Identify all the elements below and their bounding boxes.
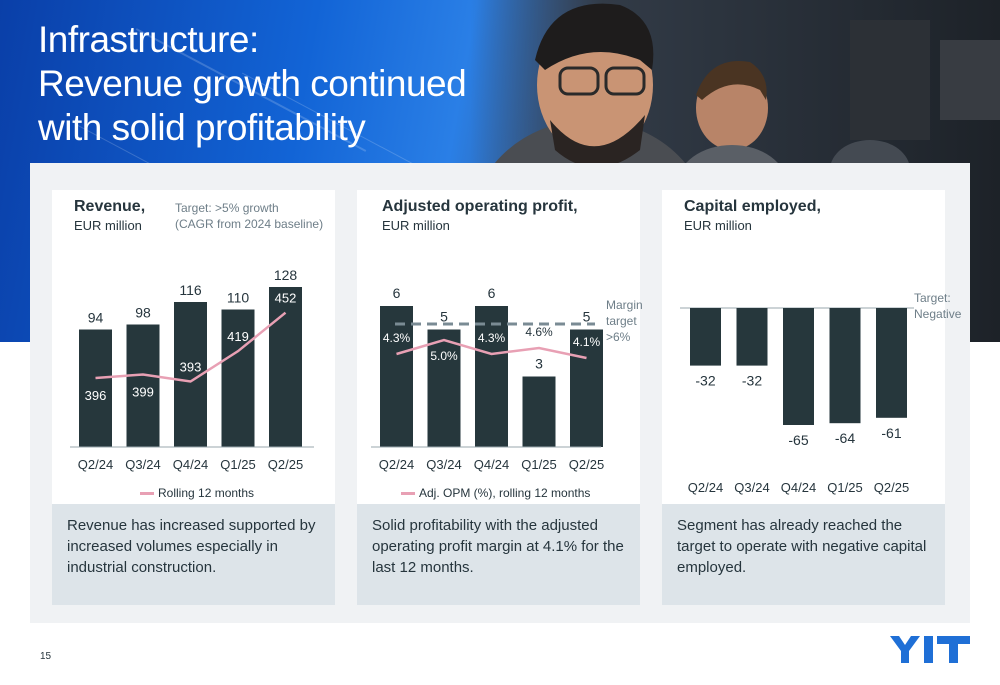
x-tick-label: Q1/25 bbox=[220, 457, 255, 472]
operating-profit-bar bbox=[570, 329, 603, 447]
x-tick-label: Q3/24 bbox=[734, 480, 769, 495]
card-subtitle: EUR million bbox=[382, 218, 450, 233]
capital-employed-bar bbox=[876, 308, 907, 418]
x-tick-label: Q2/25 bbox=[874, 480, 909, 495]
target-line: target bbox=[606, 314, 637, 328]
operating-profit-chart: 6 Q2/24 5 Q3/24 6 Q4/24 3 Q1/25 5 Q2/25 4.3% 5.0% 4.… bbox=[371, 285, 604, 472]
bar-value-label: 5 bbox=[440, 309, 448, 325]
target-note: Margin target >6% bbox=[606, 297, 643, 345]
capital-employed-comment: Segment has already reached the target t… bbox=[662, 504, 945, 605]
x-tick-label: Q4/24 bbox=[781, 480, 816, 495]
legend-swatch bbox=[401, 491, 415, 495]
operating-profit-bar bbox=[475, 306, 508, 447]
opm-value-label: 4.3% bbox=[478, 331, 506, 345]
bar-value-label: -61 bbox=[881, 425, 901, 441]
line-value-label: 399 bbox=[132, 385, 154, 400]
legend-swatch bbox=[140, 491, 154, 495]
bar-value-label: -64 bbox=[835, 430, 855, 446]
target-line: (CAGR from 2024 baseline) bbox=[175, 217, 324, 231]
bar-value-label: 110 bbox=[227, 290, 250, 306]
card-subtitle: EUR million bbox=[684, 218, 752, 233]
bar-value-label: -32 bbox=[742, 373, 762, 389]
rolling-12m-line bbox=[95, 311, 287, 383]
x-tick-label: Q3/24 bbox=[125, 457, 160, 472]
x-tick-label: Q2/25 bbox=[268, 457, 303, 472]
operating-profit-card: Adjusted operating profit, EUR million M… bbox=[357, 190, 643, 504]
revenue-bar bbox=[269, 287, 302, 447]
yit-logo bbox=[890, 636, 970, 663]
card-subtitle: EUR million bbox=[74, 218, 142, 233]
card-title: Revenue, bbox=[74, 198, 146, 215]
opm-line bbox=[396, 338, 587, 360]
x-tick-label: Q1/25 bbox=[521, 457, 556, 472]
revenue-bar bbox=[221, 309, 255, 447]
target-line: Target: bbox=[914, 291, 951, 305]
chart-legend: Rolling 12 months bbox=[140, 486, 254, 500]
bar-value-label: 94 bbox=[88, 310, 104, 326]
operating-profit-comment: Solid profitability with the adjusted op… bbox=[357, 504, 640, 605]
capital-employed-chart: -32 Q2/24 -32 Q3/24 -65 Q4/24 -64 Q1/25 -61 Q2/25 bbox=[680, 307, 914, 495]
bar-value-label: 116 bbox=[179, 282, 202, 298]
line-value-label: 452 bbox=[275, 291, 297, 306]
opm-value-label: 5.0% bbox=[430, 349, 458, 363]
bar-value-label: -32 bbox=[695, 373, 715, 389]
card-title: Adjusted operating profit, bbox=[382, 198, 578, 215]
line-value-label: 393 bbox=[180, 360, 202, 375]
bar-value-label: 3 bbox=[535, 356, 543, 372]
x-tick-label: Q2/24 bbox=[78, 457, 113, 472]
page-title: Infrastructure: Revenue growth continued… bbox=[38, 18, 498, 150]
capital-employed-bar bbox=[690, 308, 721, 366]
x-tick-label: Q4/24 bbox=[173, 457, 208, 472]
target-note: Target: Negative bbox=[914, 290, 961, 322]
capital-employed-bar bbox=[829, 308, 861, 424]
target-note: Target: >5% growth (CAGR from 2024 basel… bbox=[175, 200, 323, 232]
card-title: Capital employed, bbox=[684, 198, 821, 215]
target-line: Margin bbox=[606, 298, 643, 312]
title-line: with solid profitability bbox=[38, 107, 366, 148]
revenue-chart: 94 Q2/24 98 Q3/24 116 Q4/24 110 Q1/25 128 Q2/25 39… bbox=[70, 267, 314, 472]
bar-value-label: 5 bbox=[583, 309, 591, 325]
x-tick-label: Q2/25 bbox=[569, 457, 604, 472]
line-value-label: 396 bbox=[85, 388, 107, 403]
target-line: Target: >5% growth bbox=[175, 201, 279, 215]
line-value-label: 419 bbox=[227, 329, 249, 344]
target-line: >6% bbox=[606, 330, 631, 344]
legend-label: Rolling 12 months bbox=[158, 486, 255, 500]
x-tick-label: Q4/24 bbox=[474, 457, 509, 472]
chart-legend: Adj. OPM (%), rolling 12 months bbox=[401, 486, 590, 500]
bar-value-label: 6 bbox=[393, 285, 401, 301]
revenue-comment: Revenue has increased supported by incre… bbox=[52, 504, 335, 605]
revenue-bar bbox=[79, 329, 112, 447]
target-line: Negative bbox=[914, 307, 962, 321]
operating-profit-bar bbox=[427, 329, 461, 447]
operating-profit-bar bbox=[380, 306, 413, 447]
opm-value-label: 4.3% bbox=[383, 331, 411, 345]
operating-profit-bar bbox=[522, 376, 556, 447]
bar-value-label: 6 bbox=[488, 285, 496, 301]
revenue-bar bbox=[126, 324, 160, 447]
bar-value-label: 98 bbox=[135, 305, 151, 321]
legend-label: Adj. OPM (%), rolling 12 months bbox=[419, 486, 591, 500]
x-tick-label: Q1/25 bbox=[827, 480, 862, 495]
x-tick-label: Q2/24 bbox=[379, 457, 414, 472]
opm-value-label: 4.6% bbox=[525, 325, 553, 339]
opm-value-label: 4.1% bbox=[573, 335, 601, 349]
title-line: Infrastructure: bbox=[38, 19, 259, 60]
capital-employed-bar bbox=[783, 308, 814, 425]
x-tick-label: Q3/24 bbox=[426, 457, 461, 472]
capital-employed-card: Capital employed, EUR million Target: Ne… bbox=[662, 190, 961, 504]
revenue-card: Revenue, EUR million Target: >5% growth … bbox=[52, 190, 335, 504]
bar-value-label: 128 bbox=[274, 267, 298, 283]
title-line: Revenue growth continued bbox=[38, 63, 467, 104]
bar-value-label: -65 bbox=[788, 432, 808, 448]
x-tick-label: Q2/24 bbox=[688, 480, 723, 495]
page-number: 15 bbox=[40, 651, 52, 662]
capital-employed-bar bbox=[736, 308, 768, 366]
